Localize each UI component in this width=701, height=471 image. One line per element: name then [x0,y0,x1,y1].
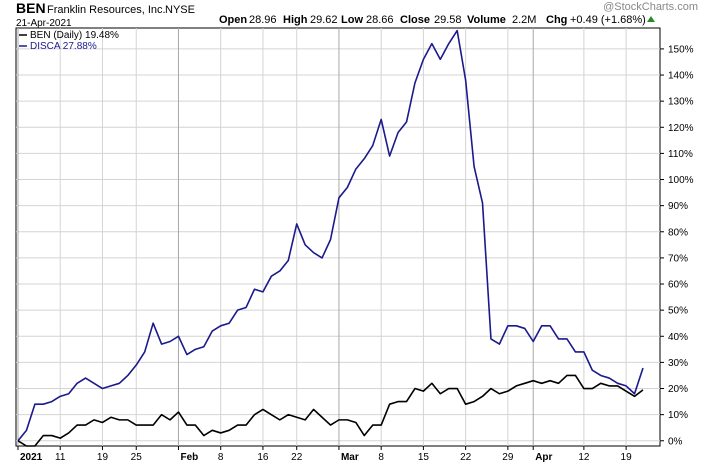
ticker-symbol: BEN [16,0,46,16]
y-tick-label: 10% [668,410,688,421]
chart-legend: BEN (Daily) 19.48% DISCA 27.88% [19,30,119,52]
chg-label: Chg [546,14,567,26]
y-tick-label: 60% [668,280,688,291]
x-tick-label: Mar [341,452,359,463]
x-tick-label: 8 [218,452,224,463]
grid-lines [16,28,660,446]
y-axis: 0% 10% 20% 30% 40% 50% 60% 70% 80% 90% 100% 110% 120… [660,44,694,447]
x-tick-label: 12 [578,452,590,463]
y-tick-label: 20% [668,384,688,395]
x-tick-label: 8 [378,452,384,463]
x-tick-label: 22 [460,452,472,463]
x-tick-label: 29 [502,452,514,463]
y-tick-label: 130% [668,97,694,108]
y-tick-label: 0% [668,436,683,447]
close-value: 29.58 [434,14,462,26]
low-value: 28.66 [366,14,394,26]
chg-value: +0.49 (+1.68%) [570,14,646,26]
watermark: @StockCharts.com [603,1,698,13]
series-line-ben [17,374,644,447]
y-tick-label: 30% [668,358,688,369]
y-tick-label: 110% [668,149,693,160]
y-tick-label: 40% [668,332,688,343]
chart-header: BEN Franklin Resources, Inc. NYSE 21-Apr… [16,0,698,29]
x-tick-label: 15 [418,452,430,463]
open-value: 28.96 [249,14,277,26]
x-tick-label: 2021 [20,452,43,463]
y-tick-label: 80% [668,227,688,238]
x-tick-label: Apr [535,452,552,463]
x-tick-label: 25 [131,452,143,463]
legend-label-disca: DISCA 27.88% [30,41,97,52]
exchange-name: NYSE [165,4,195,16]
y-tick-label: 120% [668,123,694,134]
open-label: Open [219,14,247,26]
y-tick-label: 50% [668,306,688,317]
low-label: Low [341,14,363,26]
x-tick-label: 11 [55,452,66,463]
y-tick-label: 140% [668,71,694,82]
high-label: High [283,14,308,26]
x-axis: 2021 11 19 25 Feb 8 16 22 Mar 8 15 22 29 Apr 12 19 [17,446,633,463]
y-tick-label: 150% [668,44,694,55]
chart-date: 21-Apr-2021 [16,18,72,29]
company-name: Franklin Resources, Inc. [47,4,166,16]
series-lines [17,29,644,447]
y-tick-label: 90% [668,201,688,212]
x-tick-label: 19 [621,452,633,463]
y-tick-label: 70% [668,253,688,264]
x-tick-label: 22 [291,452,303,463]
plot-area [15,27,661,447]
x-tick-label: Feb [180,452,198,463]
y-tick-label: 100% [668,175,694,186]
close-label: Close [400,14,430,26]
series-line-disca [17,29,644,442]
volume-label: Volume [467,14,506,26]
x-tick-label: 16 [257,452,269,463]
legend-label-ben: BEN (Daily) 19.48% [30,30,119,41]
x-tick-label: 19 [97,452,109,463]
up-arrow-icon [647,16,655,22]
high-value: 29.62 [310,14,338,26]
volume-value: 2.2M [512,14,536,26]
